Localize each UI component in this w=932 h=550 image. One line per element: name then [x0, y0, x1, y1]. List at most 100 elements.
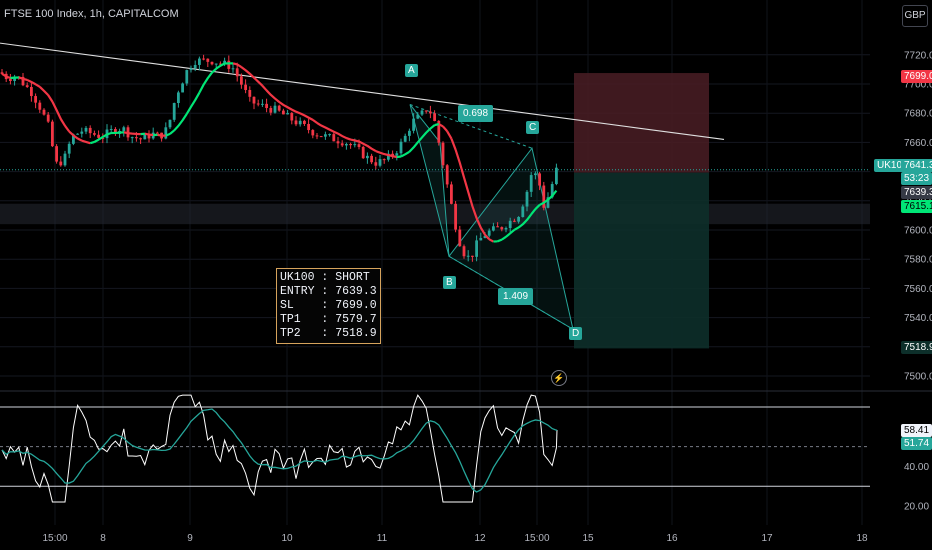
pattern-point-b: B	[443, 276, 456, 289]
candle-body	[290, 113, 294, 121]
candle-body	[286, 113, 289, 115]
candle-body	[424, 110, 428, 112]
time-tick-label: 9	[187, 533, 193, 544]
pattern-point-a: A	[405, 64, 418, 77]
candle-body	[496, 226, 499, 228]
rsi-value-tag: 58.41	[901, 424, 932, 437]
candle-body	[508, 220, 512, 229]
countdown-tag: 53:23	[901, 172, 932, 185]
chart-title: FTSE 100 Index, 1h, CAPITALCOM	[4, 8, 179, 20]
candle-body	[193, 64, 197, 69]
candle-body	[55, 146, 58, 162]
candle-body	[265, 103, 268, 109]
lightning-icon[interactable]: ⚡	[551, 370, 567, 386]
candle-body	[181, 83, 184, 93]
entry-price-tag: 7639.3	[901, 186, 932, 199]
candle-body	[84, 127, 88, 132]
candles	[0, 54, 558, 262]
time-tick-label: 15	[582, 533, 594, 544]
candle-body	[538, 173, 541, 186]
candle-body	[445, 165, 449, 185]
candle-body	[546, 197, 550, 208]
candle-body	[529, 175, 533, 192]
candle-body	[542, 185, 546, 208]
candle-body	[412, 118, 415, 131]
candle-body	[151, 132, 155, 139]
price-tick-label: 7600.0	[904, 226, 932, 237]
time-tick-label: 15:00	[42, 533, 67, 544]
time-tick-label: 16	[666, 533, 678, 544]
trade-tp1: TP1 : 7579.7	[280, 313, 377, 326]
candle-body	[235, 68, 239, 77]
price-axis: 7720.07700.07680.07660.07640.07620.07600…	[904, 50, 932, 382]
candle-body	[164, 127, 168, 139]
time-tick-label: 10	[281, 533, 293, 544]
time-axis: 15:00 8 9 10 11 12 15:00 15 16 17 18	[42, 533, 868, 544]
candle-body	[437, 120, 441, 143]
candle-body	[458, 229, 462, 247]
candle-body	[63, 153, 67, 166]
candle-body	[382, 159, 386, 161]
trade-sl: SL : 7699.0	[280, 299, 377, 312]
candle-body	[521, 206, 525, 217]
candle-body	[256, 103, 260, 105]
candle-body	[30, 86, 33, 97]
candle-body	[345, 143, 348, 146]
candle-body	[479, 237, 483, 241]
price-tick-label: 7720.0	[904, 50, 932, 61]
time-tick-label: 12	[474, 533, 486, 544]
candle-body	[374, 162, 378, 166]
candle-body	[517, 216, 520, 222]
candle-body	[370, 155, 373, 163]
price-tick-label: 7680.0	[904, 109, 932, 120]
candle-body	[42, 109, 46, 115]
candle-body	[13, 76, 16, 81]
candle-body	[46, 114, 50, 122]
candle-body	[244, 84, 247, 91]
take-profit-zone	[574, 172, 709, 349]
pattern-ac-line	[409, 103, 533, 149]
time-tick-label: 8	[100, 533, 106, 544]
rsi-line	[1, 394, 558, 503]
candle-body	[240, 76, 243, 85]
ratio-xa-label: 0.698	[458, 105, 494, 122]
candle-body	[21, 76, 25, 86]
price-tick-label: 7580.0	[904, 255, 932, 266]
candle-body	[88, 127, 92, 134]
candle-body	[416, 114, 420, 119]
candle-body	[315, 135, 319, 137]
candle-body	[227, 60, 231, 69]
time-tick-label: 18	[856, 533, 868, 544]
candle-body	[298, 120, 302, 125]
candle-body	[336, 141, 340, 144]
candle-body	[328, 134, 331, 136]
candle-body	[206, 58, 210, 62]
candle-body	[38, 102, 42, 110]
candle-body	[51, 121, 54, 147]
candle-body	[231, 68, 235, 70]
candle-body	[395, 153, 399, 156]
currency-button[interactable]: GBP	[902, 5, 928, 27]
candle-body	[139, 138, 142, 140]
candle-body	[324, 134, 327, 137]
candle-body	[555, 167, 558, 185]
candle-body	[550, 184, 554, 198]
trend-line	[0, 42, 725, 141]
price-tick-label: 7500.0	[904, 372, 932, 383]
candle-body	[504, 228, 508, 230]
candle-body	[483, 235, 487, 238]
candle-body	[429, 111, 432, 114]
candle-body	[34, 96, 37, 103]
candle-body	[172, 103, 176, 120]
candle-body	[189, 68, 193, 71]
candle-body	[441, 142, 445, 166]
rsi-pane: 40.00 20.00	[0, 394, 929, 513]
rsi-ma-line	[1, 408, 558, 493]
candle-body	[122, 127, 126, 131]
trade-entry: ENTRY : 7639.3	[280, 285, 377, 298]
grid	[0, 0, 870, 525]
sl-price-tag: 7699.0	[901, 70, 932, 83]
candle-body	[475, 240, 478, 257]
candle-body	[202, 58, 205, 60]
